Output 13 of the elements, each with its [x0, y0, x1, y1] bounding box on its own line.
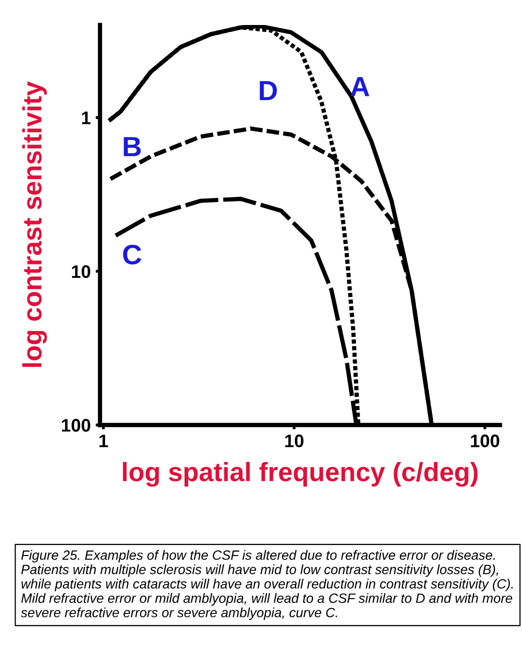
y-tick-label: 100 — [62, 418, 90, 432]
y-tick-label: 10 — [72, 265, 90, 278]
x-axis-title: log spatial frequency (c/deg) — [122, 462, 478, 487]
y-tick-label: 1 — [82, 112, 90, 124]
series-label: C — [123, 244, 142, 264]
x-tick-label: 100 — [470, 434, 500, 448]
x-tick-label: 1 — [100, 434, 108, 448]
series-label: D — [260, 81, 277, 100]
series-label: B — [124, 137, 141, 156]
series-label: A — [350, 77, 370, 96]
y-axis-title: log contrast sensitivity — [22, 81, 47, 367]
x-tick-label: 10 — [285, 434, 304, 448]
caption: Figure 25. Examples of how the CSF is altered due to refractive error or disease. Patients with multiple sclerosis will have mid to low contrast sensitivity losses (B), while patients with cataracts will have an overall reduction in contrast sensitivity (C). Mild refractive error or mild amblyopia, will lead to a CSF similar to D and with more severe refractive errors or severe amblyopia, curve C. — [20, 550, 513, 620]
